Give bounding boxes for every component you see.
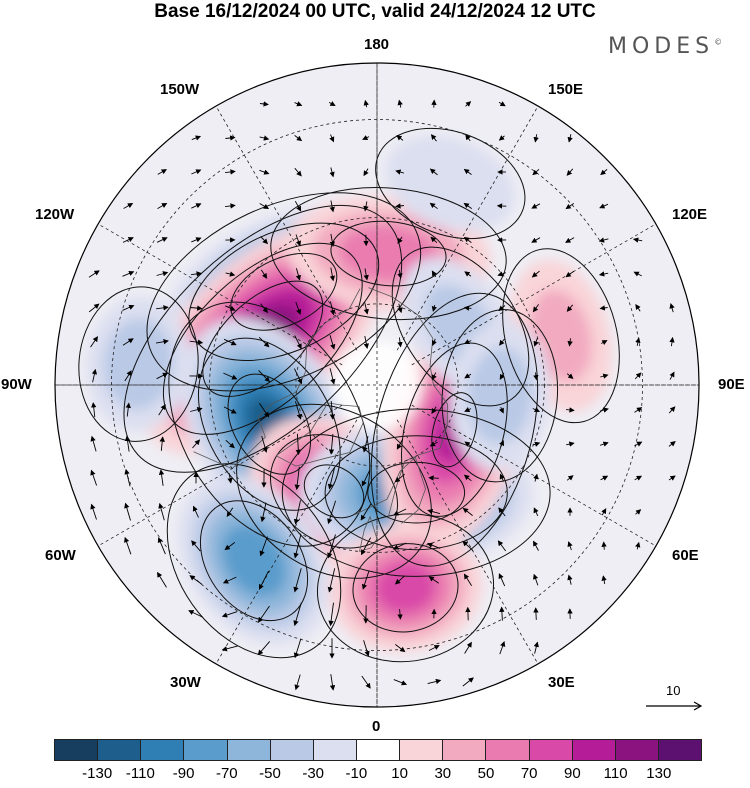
- lon-label-120e: 120E: [672, 206, 707, 224]
- lon-label-150w: 150W: [160, 81, 199, 99]
- colorbar-segment: [616, 740, 659, 760]
- colorbar-segment: [530, 740, 573, 760]
- wind-arrow: [536, 608, 537, 620]
- reference-vector: 10: [644, 683, 704, 723]
- colorbar-segment: [55, 740, 98, 760]
- colorbar-tick-label: 110: [604, 765, 628, 782]
- lon-label-60e: 60E: [672, 547, 699, 565]
- colorbar-tick-label: 10: [391, 765, 408, 782]
- colorbar-tick-label: -110: [126, 765, 155, 782]
- colorbar-segment: [314, 740, 357, 760]
- colorbar-tick-label: 90: [564, 765, 581, 782]
- colorbar-segment: [98, 740, 141, 760]
- reference-arrow-icon: [644, 683, 704, 723]
- lon-label-120w: 120W: [35, 206, 74, 224]
- colorbar-tick-label: 30: [434, 765, 451, 782]
- colorbar-segment: [228, 740, 271, 760]
- colorbar-tick-label: -130: [82, 765, 112, 782]
- colorbar-segment: [573, 740, 616, 760]
- colorbar-segment: [400, 740, 443, 760]
- colorbar-segment: [184, 740, 227, 760]
- colorbar-tick-label: -90: [173, 765, 195, 782]
- lon-label-60w: 60W: [45, 547, 76, 565]
- lon-label-90w: 90W: [1, 376, 32, 394]
- colorbar-segment: [443, 740, 486, 760]
- lon-label-30w: 30W: [170, 674, 201, 692]
- wind-arrow: [429, 478, 439, 479]
- colorbar-tick-label: 70: [521, 765, 538, 782]
- colorbar-tick-label: 50: [478, 765, 495, 782]
- lon-label-90e: 90E: [718, 376, 745, 394]
- colorbar-segment: [659, 740, 701, 760]
- colorbar-segment: [141, 740, 184, 760]
- colorbar-tick-label: 130: [646, 765, 671, 782]
- colorbar-ticks: -130 -110 -90 -70 -50 -30 -10 10 30 50 70 90 110 130: [54, 765, 702, 783]
- colorbar-segment: [357, 740, 400, 760]
- colorbar-tick-label: -50: [259, 765, 281, 782]
- colorbar-tick-label: -30: [302, 765, 324, 782]
- colorbar-tick-label: -10: [346, 765, 368, 782]
- colorbar-tick-label: -70: [216, 765, 238, 782]
- wind-arrow: [604, 542, 605, 549]
- colorbar-segment: [486, 740, 529, 760]
- lon-label-150e: 150E: [548, 81, 583, 99]
- lon-label-30e: 30E: [548, 674, 575, 692]
- lon-label-180: 180: [364, 36, 389, 54]
- colorbar-segment: [271, 740, 314, 760]
- lon-label-0: 0: [372, 718, 380, 736]
- colorbar: [54, 739, 702, 761]
